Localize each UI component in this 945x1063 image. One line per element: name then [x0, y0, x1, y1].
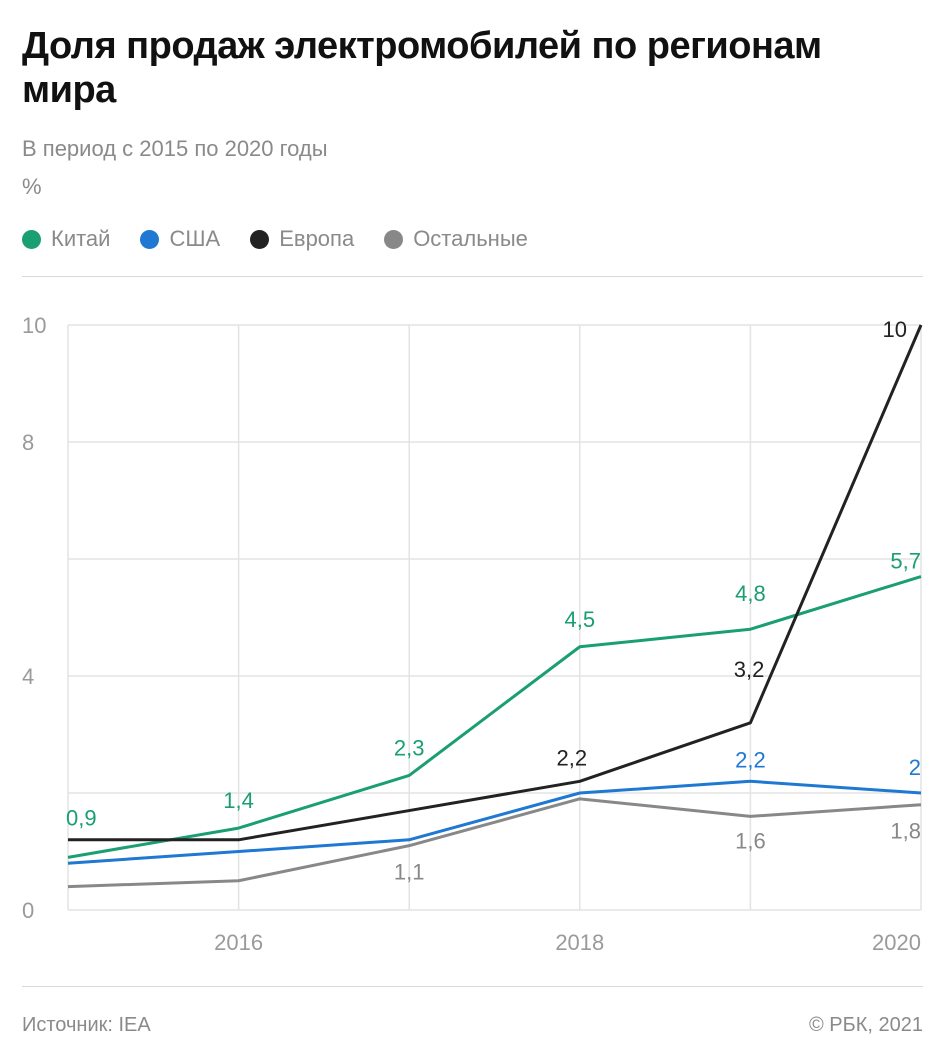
legend-item-others: Остальные: [384, 226, 528, 252]
legend: Китай США Европа Остальные: [22, 226, 528, 252]
legend-item-china: Китай: [22, 226, 110, 252]
y-tick-label: 4: [22, 664, 34, 689]
x-tick-label: 2020: [872, 930, 921, 955]
chart-subtitle: В период с 2015 по 2020 годы: [22, 136, 328, 161]
series-line: [67, 779, 922, 865]
top-divider: [22, 276, 923, 277]
legend-item-usa: США: [140, 226, 220, 252]
legend-dot-china: [22, 229, 41, 249]
data-label: 1,8: [890, 819, 921, 844]
data-label: 2,2: [735, 747, 766, 772]
line-chart: 0 4 8 10 2016 2018 2020 0,9 1,4 2,3 4,5 4,8 5,7 2,2 2…: [22, 313, 923, 955]
data-label: 2,2: [557, 745, 588, 770]
data-label: 1,4: [223, 788, 254, 813]
legend-label-europe: Европа: [279, 226, 355, 251]
unit-label: %: [22, 174, 42, 199]
data-label: 1,6: [735, 828, 766, 853]
data-label: 5,7: [890, 549, 921, 574]
y-tick-label: 10: [22, 313, 46, 338]
copyright-note: © РБК, 2021: [808, 1014, 923, 1036]
legend-label-china: Китай: [51, 226, 111, 251]
legend-dot-usa: [140, 229, 160, 249]
series-line: [67, 575, 922, 859]
data-label: 1,1: [394, 860, 425, 885]
y-tick-label: 8: [22, 430, 34, 455]
y-tick-label: 0: [22, 898, 34, 923]
legend-label-others: Остальные: [413, 226, 528, 251]
legend-item-europe: Европа: [250, 226, 354, 252]
data-label: 4,5: [565, 607, 596, 632]
grid-layer: 0 4 8 10 2016 2018 2020: [22, 313, 922, 955]
series-line: [68, 324, 923, 842]
data-label: 2,3: [394, 735, 425, 760]
series-layer: [67, 324, 923, 889]
legend-dot-others: [384, 229, 404, 249]
chart-title: Доля продаж электромобилей по регионам м…: [22, 25, 822, 111]
label-layer: 0,9 1,4 2,3 4,5 4,8 5,7 2,2 2 2,2 3,2 10 1,1 1,6 1,8: [66, 317, 921, 885]
source-note: Источник: IEA: [22, 1014, 151, 1036]
series-line: [67, 797, 922, 889]
legend-dot-europe: [250, 229, 270, 249]
x-tick-label: 2018: [555, 930, 604, 955]
data-label: 2: [909, 755, 921, 780]
x-tick-label: 2016: [214, 930, 263, 955]
legend-label-usa: США: [169, 226, 221, 251]
data-label: 4,8: [735, 581, 766, 606]
data-label: 3,2: [734, 657, 765, 682]
data-label: 10: [883, 317, 907, 342]
data-label: 0,9: [66, 805, 97, 830]
bottom-divider: [22, 986, 923, 987]
